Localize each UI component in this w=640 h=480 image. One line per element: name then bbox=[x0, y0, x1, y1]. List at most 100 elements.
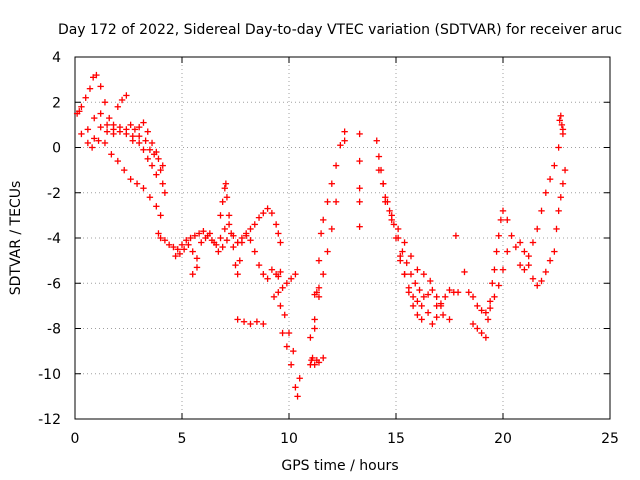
data-point bbox=[148, 139, 156, 147]
data-point bbox=[78, 103, 85, 110]
data-point bbox=[268, 209, 276, 217]
data-point bbox=[153, 171, 160, 178]
data-point bbox=[516, 261, 524, 269]
data-point bbox=[174, 246, 181, 253]
data-point bbox=[140, 146, 147, 153]
x-tick-label: 0 bbox=[71, 431, 80, 447]
data-point bbox=[478, 329, 485, 337]
data-point bbox=[499, 207, 507, 215]
data-point bbox=[136, 132, 143, 140]
data-point bbox=[324, 248, 331, 255]
data-point bbox=[356, 223, 363, 230]
data-point bbox=[82, 94, 89, 101]
data-point bbox=[521, 248, 528, 255]
data-point bbox=[144, 128, 151, 135]
data-point bbox=[215, 248, 222, 255]
data-point bbox=[546, 175, 554, 183]
data-point bbox=[281, 311, 288, 319]
data-point bbox=[161, 189, 169, 196]
data-point bbox=[484, 316, 492, 323]
data-point bbox=[123, 92, 130, 99]
data-point bbox=[275, 273, 282, 280]
data-point bbox=[86, 85, 94, 92]
x-tick-label: 10 bbox=[280, 431, 298, 447]
data-point bbox=[493, 248, 500, 255]
data-point bbox=[401, 271, 408, 278]
data-point bbox=[469, 320, 477, 328]
data-point bbox=[189, 271, 196, 278]
data-point bbox=[420, 271, 428, 278]
data-point bbox=[89, 74, 97, 81]
data-point bbox=[243, 230, 250, 237]
data-point bbox=[260, 209, 267, 217]
x-tick-label: 20 bbox=[494, 431, 512, 447]
data-point bbox=[315, 359, 323, 366]
data-point bbox=[251, 221, 258, 228]
data-point bbox=[311, 325, 318, 332]
data-point bbox=[275, 289, 282, 296]
data-point bbox=[504, 216, 511, 224]
data-point bbox=[461, 268, 468, 276]
data-point bbox=[557, 112, 564, 120]
data-point bbox=[474, 325, 481, 332]
data-point bbox=[315, 284, 323, 291]
data-point bbox=[556, 117, 563, 124]
data-point bbox=[315, 257, 323, 264]
data-point bbox=[103, 128, 111, 135]
data-point bbox=[429, 286, 436, 294]
data-point bbox=[420, 293, 428, 301]
data-point bbox=[78, 130, 85, 138]
y-tick-label: 4 bbox=[52, 50, 61, 66]
data-point bbox=[110, 126, 117, 133]
data-point bbox=[424, 291, 432, 298]
data-point bbox=[127, 175, 134, 183]
data-point bbox=[217, 212, 224, 219]
data-point bbox=[144, 155, 151, 163]
data-point bbox=[521, 266, 528, 273]
data-point bbox=[504, 248, 511, 255]
data-point bbox=[412, 280, 419, 287]
data-point bbox=[260, 320, 267, 328]
data-point bbox=[88, 144, 96, 151]
data-point bbox=[551, 162, 558, 169]
data-point bbox=[272, 221, 280, 228]
chart-title: Day 172 of 2022, Sidereal Day-to-day VTE… bbox=[58, 22, 622, 38]
data-point bbox=[486, 304, 494, 312]
data-point bbox=[439, 311, 447, 319]
data-point bbox=[320, 354, 327, 362]
y-axis-label: SDTVAR / TECUs bbox=[8, 181, 24, 296]
data-point bbox=[392, 234, 400, 242]
data-point bbox=[320, 271, 327, 278]
data-point bbox=[206, 230, 214, 237]
data-point bbox=[230, 243, 237, 251]
data-point bbox=[217, 234, 224, 242]
data-point bbox=[542, 268, 549, 276]
y-tick-label: -2 bbox=[47, 186, 61, 202]
data-point bbox=[283, 280, 291, 287]
data-point bbox=[251, 248, 258, 255]
data-point bbox=[97, 83, 104, 90]
data-point bbox=[356, 185, 363, 192]
data-point bbox=[234, 271, 241, 278]
data-point bbox=[529, 239, 537, 246]
data-point bbox=[264, 275, 271, 282]
data-point bbox=[131, 126, 139, 133]
data-point bbox=[516, 239, 524, 246]
data-point bbox=[277, 302, 284, 310]
data-point bbox=[414, 298, 421, 305]
data-point bbox=[189, 248, 196, 255]
data-point bbox=[287, 361, 295, 368]
data-point bbox=[482, 309, 490, 316]
data-point bbox=[193, 255, 201, 262]
data-point bbox=[247, 237, 254, 244]
y-tick-label: 0 bbox=[52, 141, 61, 157]
data-point bbox=[290, 347, 297, 355]
data-point bbox=[559, 180, 567, 187]
data-point bbox=[232, 261, 239, 269]
data-point bbox=[202, 234, 209, 242]
data-point bbox=[328, 225, 335, 233]
data-point bbox=[116, 123, 124, 131]
data-point bbox=[409, 302, 417, 310]
data-point bbox=[525, 261, 532, 269]
data-point bbox=[198, 239, 205, 246]
